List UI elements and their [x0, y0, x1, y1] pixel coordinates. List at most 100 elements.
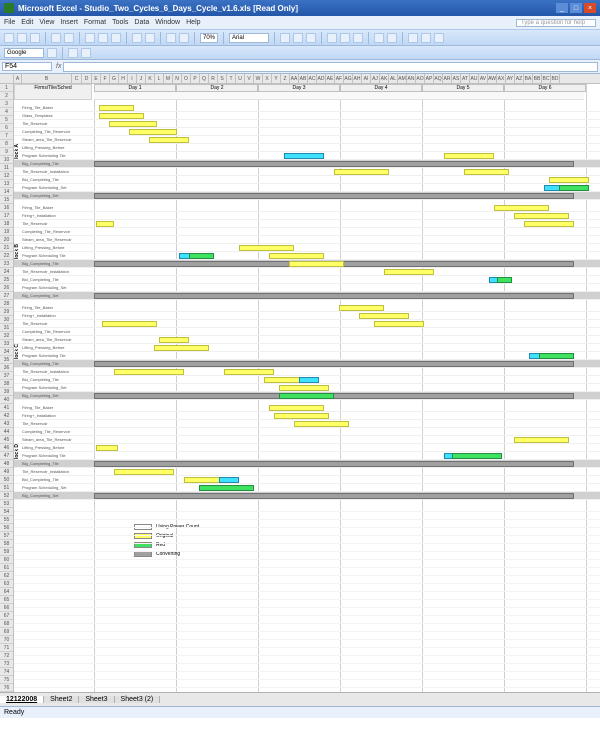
currency-button[interactable]: [374, 33, 384, 43]
row-header[interactable]: 64: [0, 588, 13, 596]
row-header[interactable]: 66: [0, 604, 13, 612]
formula-bar[interactable]: [63, 62, 598, 72]
row-header[interactable]: 6: [0, 124, 13, 132]
row-header[interactable]: 38: [0, 380, 13, 388]
row-header[interactable]: 10: [0, 156, 13, 164]
row-header[interactable]: 52: [0, 492, 13, 500]
gantt-bar[interactable]: [239, 245, 294, 251]
gantt-bar[interactable]: [294, 421, 349, 427]
column-header[interactable]: BB: [533, 74, 542, 83]
row-header[interactable]: 48: [0, 460, 13, 468]
gantt-bar[interactable]: [494, 205, 549, 211]
minimize-button[interactable]: _: [556, 3, 568, 13]
column-header[interactable]: AW: [488, 74, 497, 83]
column-header[interactable]: K: [146, 74, 155, 83]
column-header[interactable]: AS: [452, 74, 461, 83]
print-button[interactable]: [51, 33, 61, 43]
gantt-row[interactable]: [14, 228, 600, 236]
gantt-bar[interactable]: [299, 377, 319, 383]
gantt-bar[interactable]: [96, 445, 118, 451]
fill-color-button[interactable]: [421, 33, 431, 43]
gantt-bar[interactable]: [444, 153, 494, 159]
column-header[interactable]: AG: [344, 74, 353, 83]
row-header[interactable]: 28: [0, 300, 13, 308]
tab-sheet3[interactable]: Sheet3: [79, 696, 114, 703]
preview-button[interactable]: [64, 33, 74, 43]
percent-button[interactable]: [387, 33, 397, 43]
row-header[interactable]: 58: [0, 540, 13, 548]
gantt-row[interactable]: [14, 468, 600, 476]
gantt-row[interactable]: [14, 168, 600, 176]
row-header[interactable]: 1: [0, 84, 13, 92]
gantt-row[interactable]: [14, 276, 600, 284]
menu-file[interactable]: File: [4, 19, 15, 26]
row-header[interactable]: 53: [0, 500, 13, 508]
row-header[interactable]: 67: [0, 612, 13, 620]
column-header[interactable]: D: [82, 74, 92, 83]
gantt-bar[interactable]: [224, 369, 274, 375]
gantt-row[interactable]: [14, 244, 600, 252]
gantt-bar[interactable]: [464, 169, 509, 175]
row-header[interactable]: 7: [0, 132, 13, 140]
gantt-bar[interactable]: [559, 185, 589, 191]
gantt-row[interactable]: [14, 428, 600, 436]
gantt-bar[interactable]: [219, 477, 239, 483]
row-header[interactable]: 46: [0, 444, 13, 452]
align-right-button[interactable]: [353, 33, 363, 43]
cells-area[interactable]: Day 1Day 2Day 3Day 4Day 5Day 6Firms/Tile…: [14, 84, 600, 692]
column-header[interactable]: AB: [299, 74, 308, 83]
column-header[interactable]: AM: [398, 74, 407, 83]
gantt-bar[interactable]: [374, 321, 424, 327]
gantt-bar[interactable]: [497, 277, 512, 283]
column-header[interactable]: BC: [542, 74, 551, 83]
column-header[interactable]: I: [128, 74, 137, 83]
column-header[interactable]: AH: [353, 74, 362, 83]
gantt-row[interactable]: [14, 120, 600, 128]
gantt-bar[interactable]: [452, 453, 502, 459]
save-button[interactable]: [30, 33, 40, 43]
column-header[interactable]: AL: [389, 74, 398, 83]
menu-format[interactable]: Format: [84, 19, 106, 26]
row-header[interactable]: 69: [0, 628, 13, 636]
row-header[interactable]: 41: [0, 404, 13, 412]
row-header[interactable]: 40: [0, 396, 13, 404]
redo-button[interactable]: [145, 33, 155, 43]
row-header[interactable]: 24: [0, 268, 13, 276]
gantt-bar[interactable]: [94, 293, 574, 299]
gantt-row[interactable]: [14, 304, 600, 312]
column-header[interactable]: AE: [326, 74, 335, 83]
align-left-button[interactable]: [327, 33, 337, 43]
gantt-bar[interactable]: [274, 413, 329, 419]
gantt-bar[interactable]: [339, 305, 384, 311]
gantt-bar[interactable]: [99, 113, 144, 119]
row-header[interactable]: 4: [0, 108, 13, 116]
row-header[interactable]: 19: [0, 228, 13, 236]
gantt-row[interactable]: [14, 312, 600, 320]
gantt-bar[interactable]: [359, 313, 409, 319]
column-header[interactable]: W: [254, 74, 263, 83]
borders-button[interactable]: [408, 33, 418, 43]
column-header[interactable]: F: [101, 74, 110, 83]
row-header[interactable]: 61: [0, 564, 13, 572]
gantt-bar[interactable]: [514, 213, 569, 219]
row-header[interactable]: 33: [0, 340, 13, 348]
gantt-bar[interactable]: [549, 177, 589, 183]
new-button[interactable]: [4, 33, 14, 43]
menu-view[interactable]: View: [39, 19, 54, 26]
column-header[interactable]: N: [173, 74, 182, 83]
row-header[interactable]: 54: [0, 508, 13, 516]
row-header[interactable]: 25: [0, 276, 13, 284]
infinity-button[interactable]: [47, 48, 57, 58]
align-center-button[interactable]: [340, 33, 350, 43]
row-header[interactable]: 59: [0, 548, 13, 556]
gantt-row[interactable]: [14, 284, 600, 292]
menu-tools[interactable]: Tools: [112, 19, 128, 26]
row-header[interactable]: 3: [0, 100, 13, 108]
copy-button[interactable]: [98, 33, 108, 43]
gantt-bar[interactable]: [114, 469, 174, 475]
menu-insert[interactable]: Insert: [60, 19, 78, 26]
column-header[interactable]: Q: [200, 74, 209, 83]
menu-edit[interactable]: Edit: [21, 19, 33, 26]
gantt-bar[interactable]: [269, 405, 324, 411]
gantt-bar[interactable]: [279, 385, 329, 391]
